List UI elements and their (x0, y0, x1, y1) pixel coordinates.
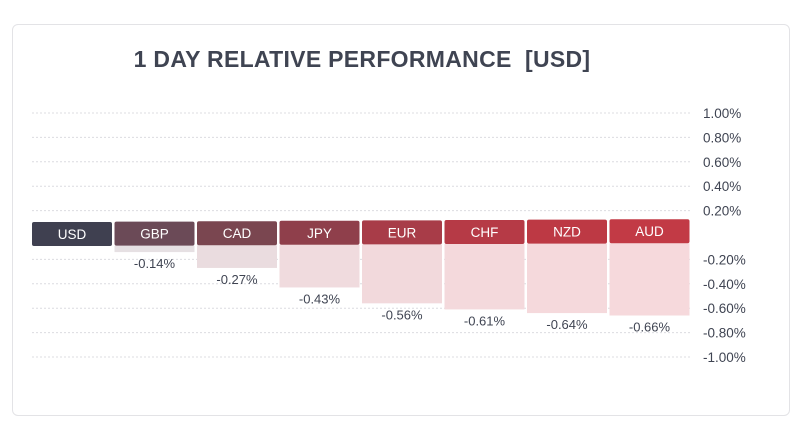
category-label: CAD (223, 226, 252, 241)
category-label: CHF (471, 225, 499, 240)
bar-fill (444, 244, 525, 310)
category-label: USD (58, 227, 87, 242)
category-label: AUD (635, 224, 664, 239)
value-label: -0.61% (464, 313, 506, 328)
bar-label-pill (444, 220, 525, 244)
bar-fill (279, 244, 360, 288)
bar-label-pill (114, 221, 195, 246)
category-label: GBP (140, 227, 169, 242)
y-tick-label: 1.00% (703, 106, 741, 121)
y-tick-label: 0.80% (703, 130, 741, 145)
bar-fill (362, 244, 442, 304)
y-tick-label: 0.40% (703, 179, 741, 194)
bar-label-pill (32, 222, 112, 246)
bar-fill (609, 243, 690, 316)
value-label: -0.27% (216, 272, 258, 287)
y-tick-label: -1.00% (703, 350, 746, 365)
bar-fill (527, 243, 607, 314)
y-tick-label: -0.60% (703, 301, 746, 316)
category-label: NZD (553, 225, 581, 240)
bar-fill (197, 245, 277, 268)
y-tick-label: -0.80% (703, 326, 746, 341)
y-tick-label: 0.20% (703, 204, 741, 219)
chart-title: 1 DAY RELATIVE PERFORMANCE [USD] (133, 46, 591, 72)
bar-label-pill (362, 220, 442, 245)
bar-label-pill (609, 219, 690, 244)
y-tick-label: -0.40% (703, 277, 746, 292)
category-label: JPY (307, 226, 332, 241)
category-label: EUR (388, 225, 417, 240)
y-tick-label: 0.60% (703, 155, 741, 170)
bar-label-pill (197, 221, 277, 246)
bar-label-pill (527, 219, 607, 244)
y-tick-label: -0.20% (703, 252, 746, 267)
bar-label-pill (279, 220, 360, 245)
value-label: -0.14% (134, 256, 176, 271)
value-label: -0.66% (629, 320, 671, 335)
value-label: -0.64% (546, 317, 588, 332)
bar-fill (114, 245, 195, 253)
value-label: -0.43% (299, 291, 341, 306)
value-label: -0.56% (381, 307, 423, 322)
